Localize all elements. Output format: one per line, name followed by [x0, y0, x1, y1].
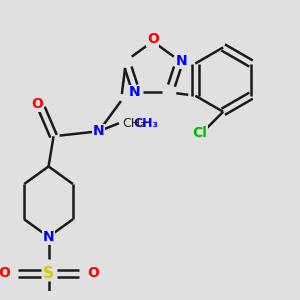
Text: N: N [128, 85, 140, 99]
Text: Cl: Cl [193, 126, 208, 140]
Text: O: O [0, 266, 10, 280]
Text: S: S [43, 266, 54, 280]
Text: CH₃: CH₃ [122, 117, 145, 130]
Text: O: O [147, 32, 159, 46]
Text: O: O [32, 97, 44, 111]
Text: N: N [176, 54, 188, 68]
Text: N: N [43, 230, 54, 244]
Text: CH₃: CH₃ [133, 117, 158, 130]
Text: N: N [93, 124, 105, 138]
Text: O: O [87, 266, 99, 280]
